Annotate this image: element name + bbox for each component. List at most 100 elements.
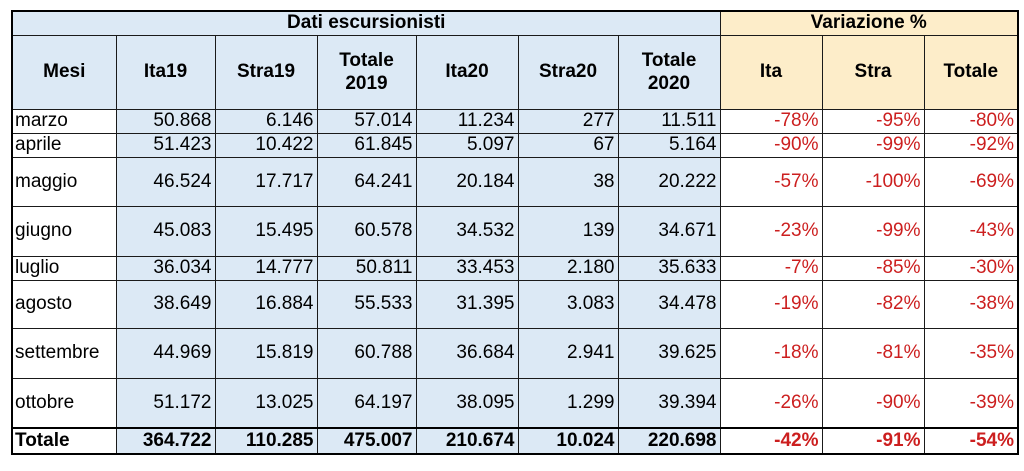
total-row: Totale 364.722 110.285 475.007 210.674 10.024…	[11, 427, 1019, 455]
cell-ita19: 50.868	[115, 108, 216, 134]
cell-var-stra: -95%	[821, 108, 925, 134]
cell-ita20: 34.532	[415, 205, 519, 257]
cell-tot19: 475.007	[316, 427, 417, 455]
table-body: marzo 50.868 6.146 57.014 11.234 277 11.511 -78…	[11, 108, 1019, 455]
cell-tot19: 60.578	[316, 205, 417, 257]
cell-stra19: 16.884	[214, 279, 318, 329]
cell-var-stra: -81%	[821, 327, 925, 379]
col-header-totale-2020: Totale 2020	[617, 34, 721, 110]
cell-tot19: 61.845	[316, 132, 417, 158]
header-text: Mesi	[43, 61, 86, 83]
group-header-variazione: Variazione %	[719, 10, 1019, 36]
col-header-ita20: Ita20	[415, 34, 519, 110]
table-row: ottobre 51.172 13.025 64.197 38.095 1.299 39.3…	[11, 377, 1019, 429]
cell-tot20: 20.222	[617, 156, 721, 207]
col-header-stra20: Stra20	[517, 34, 619, 110]
cell-stra20: 139	[517, 205, 619, 257]
col-header-var-stra: Stra	[821, 34, 925, 110]
cell-ita19: 36.034	[115, 255, 216, 281]
cell-var-tot: -80%	[923, 108, 1019, 134]
cell-ita20: 38.095	[415, 377, 519, 429]
cell-var-ita: -26%	[719, 377, 823, 429]
cell-var-ita: -78%	[719, 108, 823, 134]
cell-var-stra: -91%	[821, 427, 925, 455]
col-header-totale-2019: Totale 2019	[316, 34, 417, 110]
header-text: Ita19	[143, 61, 188, 83]
cell-mese: ottobre	[11, 377, 117, 429]
cell-var-ita: -57%	[719, 156, 823, 207]
cell-mese: maggio	[11, 156, 117, 207]
cell-stra20: 3.083	[517, 279, 619, 329]
column-header-row: Mesi Ita19 Stra19 Totale 2019 Ita20 Stra20 Tota…	[11, 34, 1019, 110]
cell-tot20: 5.164	[617, 132, 721, 158]
cell-tot19: 57.014	[316, 108, 417, 134]
cell-mese: aprile	[11, 132, 117, 158]
table-row: giugno 45.083 15.495 60.578 34.532 139 34.671-…	[11, 205, 1019, 257]
cell-var-stra: -85%	[821, 255, 925, 281]
header-text: Ita20	[445, 61, 489, 83]
cell-ita19: 51.172	[115, 377, 216, 429]
header-text: 2019	[345, 73, 388, 94]
group-header-dati-escursionisti: Dati escursionisti	[11, 10, 721, 36]
cell-mese: luglio	[11, 255, 117, 281]
cell-stra19: 10.422	[214, 132, 318, 158]
cell-tot20: 34.671	[617, 205, 721, 257]
cell-ita20: 5.097	[415, 132, 519, 158]
cell-stra20: 10.024	[517, 427, 619, 455]
header-text: Stra20	[538, 61, 598, 83]
cell-mese: agosto	[11, 279, 117, 329]
cell-stra20: 67	[517, 132, 619, 158]
cell-ita19: 46.524	[115, 156, 216, 207]
header-text: Stra19	[236, 61, 296, 83]
cell-stra19: 110.285	[214, 427, 318, 455]
cell-stra20: 2.941	[517, 327, 619, 379]
cell-tot19: 60.788	[316, 327, 417, 379]
col-header-mesi: Mesi	[11, 34, 117, 110]
header-text: 2020	[647, 73, 691, 94]
cell-var-tot: -35%	[923, 327, 1019, 379]
header-text: Ita	[759, 61, 783, 83]
table-row: marzo 50.868 6.146 57.014 11.234 277 11.511 -78…	[11, 108, 1019, 134]
cell-tot19: 64.241	[316, 156, 417, 207]
cell-var-stra: -99%	[821, 205, 925, 257]
header-text: Totale	[339, 49, 394, 71]
cell-tot19: 50.811	[316, 255, 417, 281]
header-text: Totale	[641, 49, 697, 71]
cell-stra19: 15.819	[214, 327, 318, 379]
cell-ita20: 33.453	[415, 255, 519, 281]
col-header-ita19: Ita19	[115, 34, 216, 110]
cell-var-stra: -90%	[821, 377, 925, 429]
cell-stra19: 13.025	[214, 377, 318, 429]
cell-ita19: 44.969	[115, 327, 216, 379]
cell-var-tot: -43%	[923, 205, 1019, 257]
cell-stra20: 277	[517, 108, 619, 134]
cell-var-ita: -42%	[719, 427, 823, 455]
cell-var-stra: -99%	[821, 132, 925, 158]
cell-var-tot: -69%	[923, 156, 1019, 207]
cell-stra19: 6.146	[214, 108, 318, 134]
cell-var-tot: -30%	[923, 255, 1019, 281]
cell-tot20: 39.394	[617, 377, 721, 429]
cell-var-ita: -19%	[719, 279, 823, 329]
cell-var-ita: -7%	[719, 255, 823, 281]
cell-var-ita: -23%	[719, 205, 823, 257]
col-header-stra19: Stra19	[214, 34, 318, 110]
table-row: settembre 44.969 15.819 60.788 36.684 2.941 39…	[11, 327, 1019, 379]
cell-mese: Totale	[11, 427, 117, 455]
cell-mese: giugno	[11, 205, 117, 257]
cell-tot20: 39.625	[617, 327, 721, 379]
cell-ita19: 364.722	[115, 427, 216, 455]
table-row: maggio 46.524 17.717 64.241 20.184 38 20.222 -5…	[11, 156, 1019, 207]
cell-ita19: 45.083	[115, 205, 216, 257]
cell-stra19: 15.495	[214, 205, 318, 257]
cell-ita19: 51.423	[115, 132, 216, 158]
cell-tot19: 55.533	[316, 279, 417, 329]
cell-var-tot: -39%	[923, 377, 1019, 429]
cell-stra20: 38	[517, 156, 619, 207]
table-wrapper: Dati escursionisti Variazione % Mesi Ita1…	[11, 10, 1019, 455]
cell-stra20: 2.180	[517, 255, 619, 281]
cell-stra20: 1.299	[517, 377, 619, 429]
cell-tot20: 34.478	[617, 279, 721, 329]
data-table: Dati escursionisti Variazione % Mesi Ita1…	[11, 10, 1019, 455]
col-header-var-totale: Totale	[923, 34, 1019, 110]
